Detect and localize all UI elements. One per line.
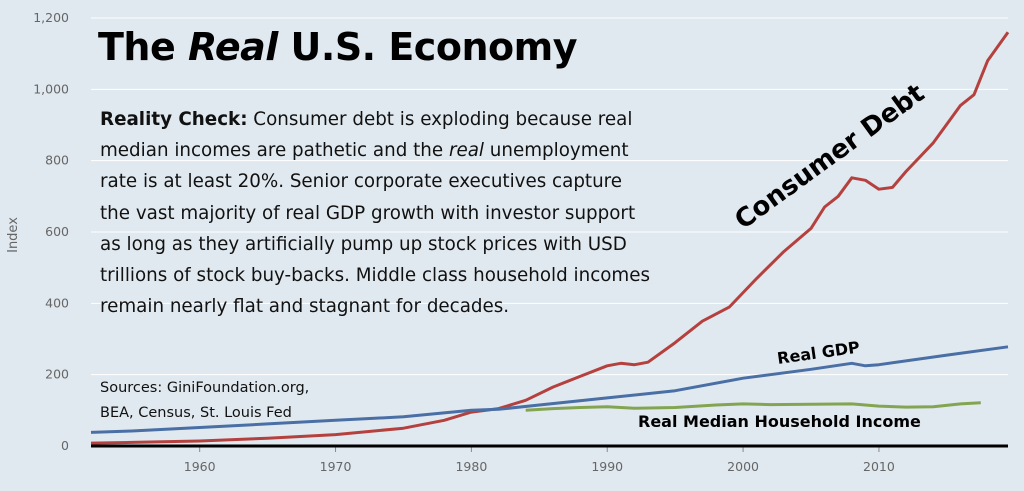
x-axis-ticks: 1960 1970 1980 1990 2000 2010 — [184, 446, 895, 474]
y-axis-title: Index — [6, 217, 21, 253]
title-suffix: U.S. Economy — [277, 25, 578, 69]
title-prefix: The — [98, 25, 188, 69]
x-tick-label: 2010 — [863, 459, 895, 474]
x-tick-label: 2000 — [727, 459, 759, 474]
series-line-consumer-debt — [90, 31, 1010, 445]
body-emphasis: real — [448, 140, 484, 162]
x-tick-label: 1990 — [591, 459, 623, 474]
series-line-real-gdp — [90, 345, 1009, 434]
grid-lines — [91, 17, 1008, 376]
sources-line-1: Sources: GiniFoundation.org, — [100, 380, 310, 396]
series-line-real-median-income — [525, 401, 981, 412]
y-tick-label: 600 — [45, 224, 69, 239]
sources-note: Sources: GiniFoundation.org, BEA, Census… — [100, 376, 400, 426]
title-emphasis: Real — [187, 25, 278, 69]
sources-line-2: BEA, Census, St. Louis Fed — [100, 405, 292, 421]
y-tick-label: 200 — [45, 367, 69, 382]
body-part-2: unemployment rate is at least 20%. Senio… — [100, 140, 651, 318]
x-tick-label: 1980 — [455, 459, 487, 474]
series-group — [90, 31, 1010, 445]
page-title: The Real U.S. Economy — [98, 22, 618, 72]
body-part-1: Consumer debt is exploding because real … — [100, 109, 633, 162]
x-tick-label: 1970 — [320, 459, 352, 474]
y-tick-label: 800 — [45, 153, 69, 168]
y-tick-label: 400 — [45, 295, 69, 310]
real-median-income-label: Real Median Household Income — [638, 412, 921, 431]
y-tick-label: 1,200 — [33, 10, 69, 25]
y-tick-label: 1,000 — [33, 81, 69, 96]
reality-check-text: Reality Check: Consumer debt is explodin… — [100, 104, 650, 322]
x-tick-label: 1960 — [184, 459, 216, 474]
y-tick-label: 0 — [61, 438, 69, 453]
title-panel: The Real U.S. Economy — [98, 22, 618, 72]
y-axis-ticks: 0 200 400 600 800 1,000 1,200 — [33, 10, 69, 453]
consumer-debt-label: Consumer Debt — [729, 78, 930, 235]
reality-check-lead: Reality Check: — [100, 109, 248, 130]
